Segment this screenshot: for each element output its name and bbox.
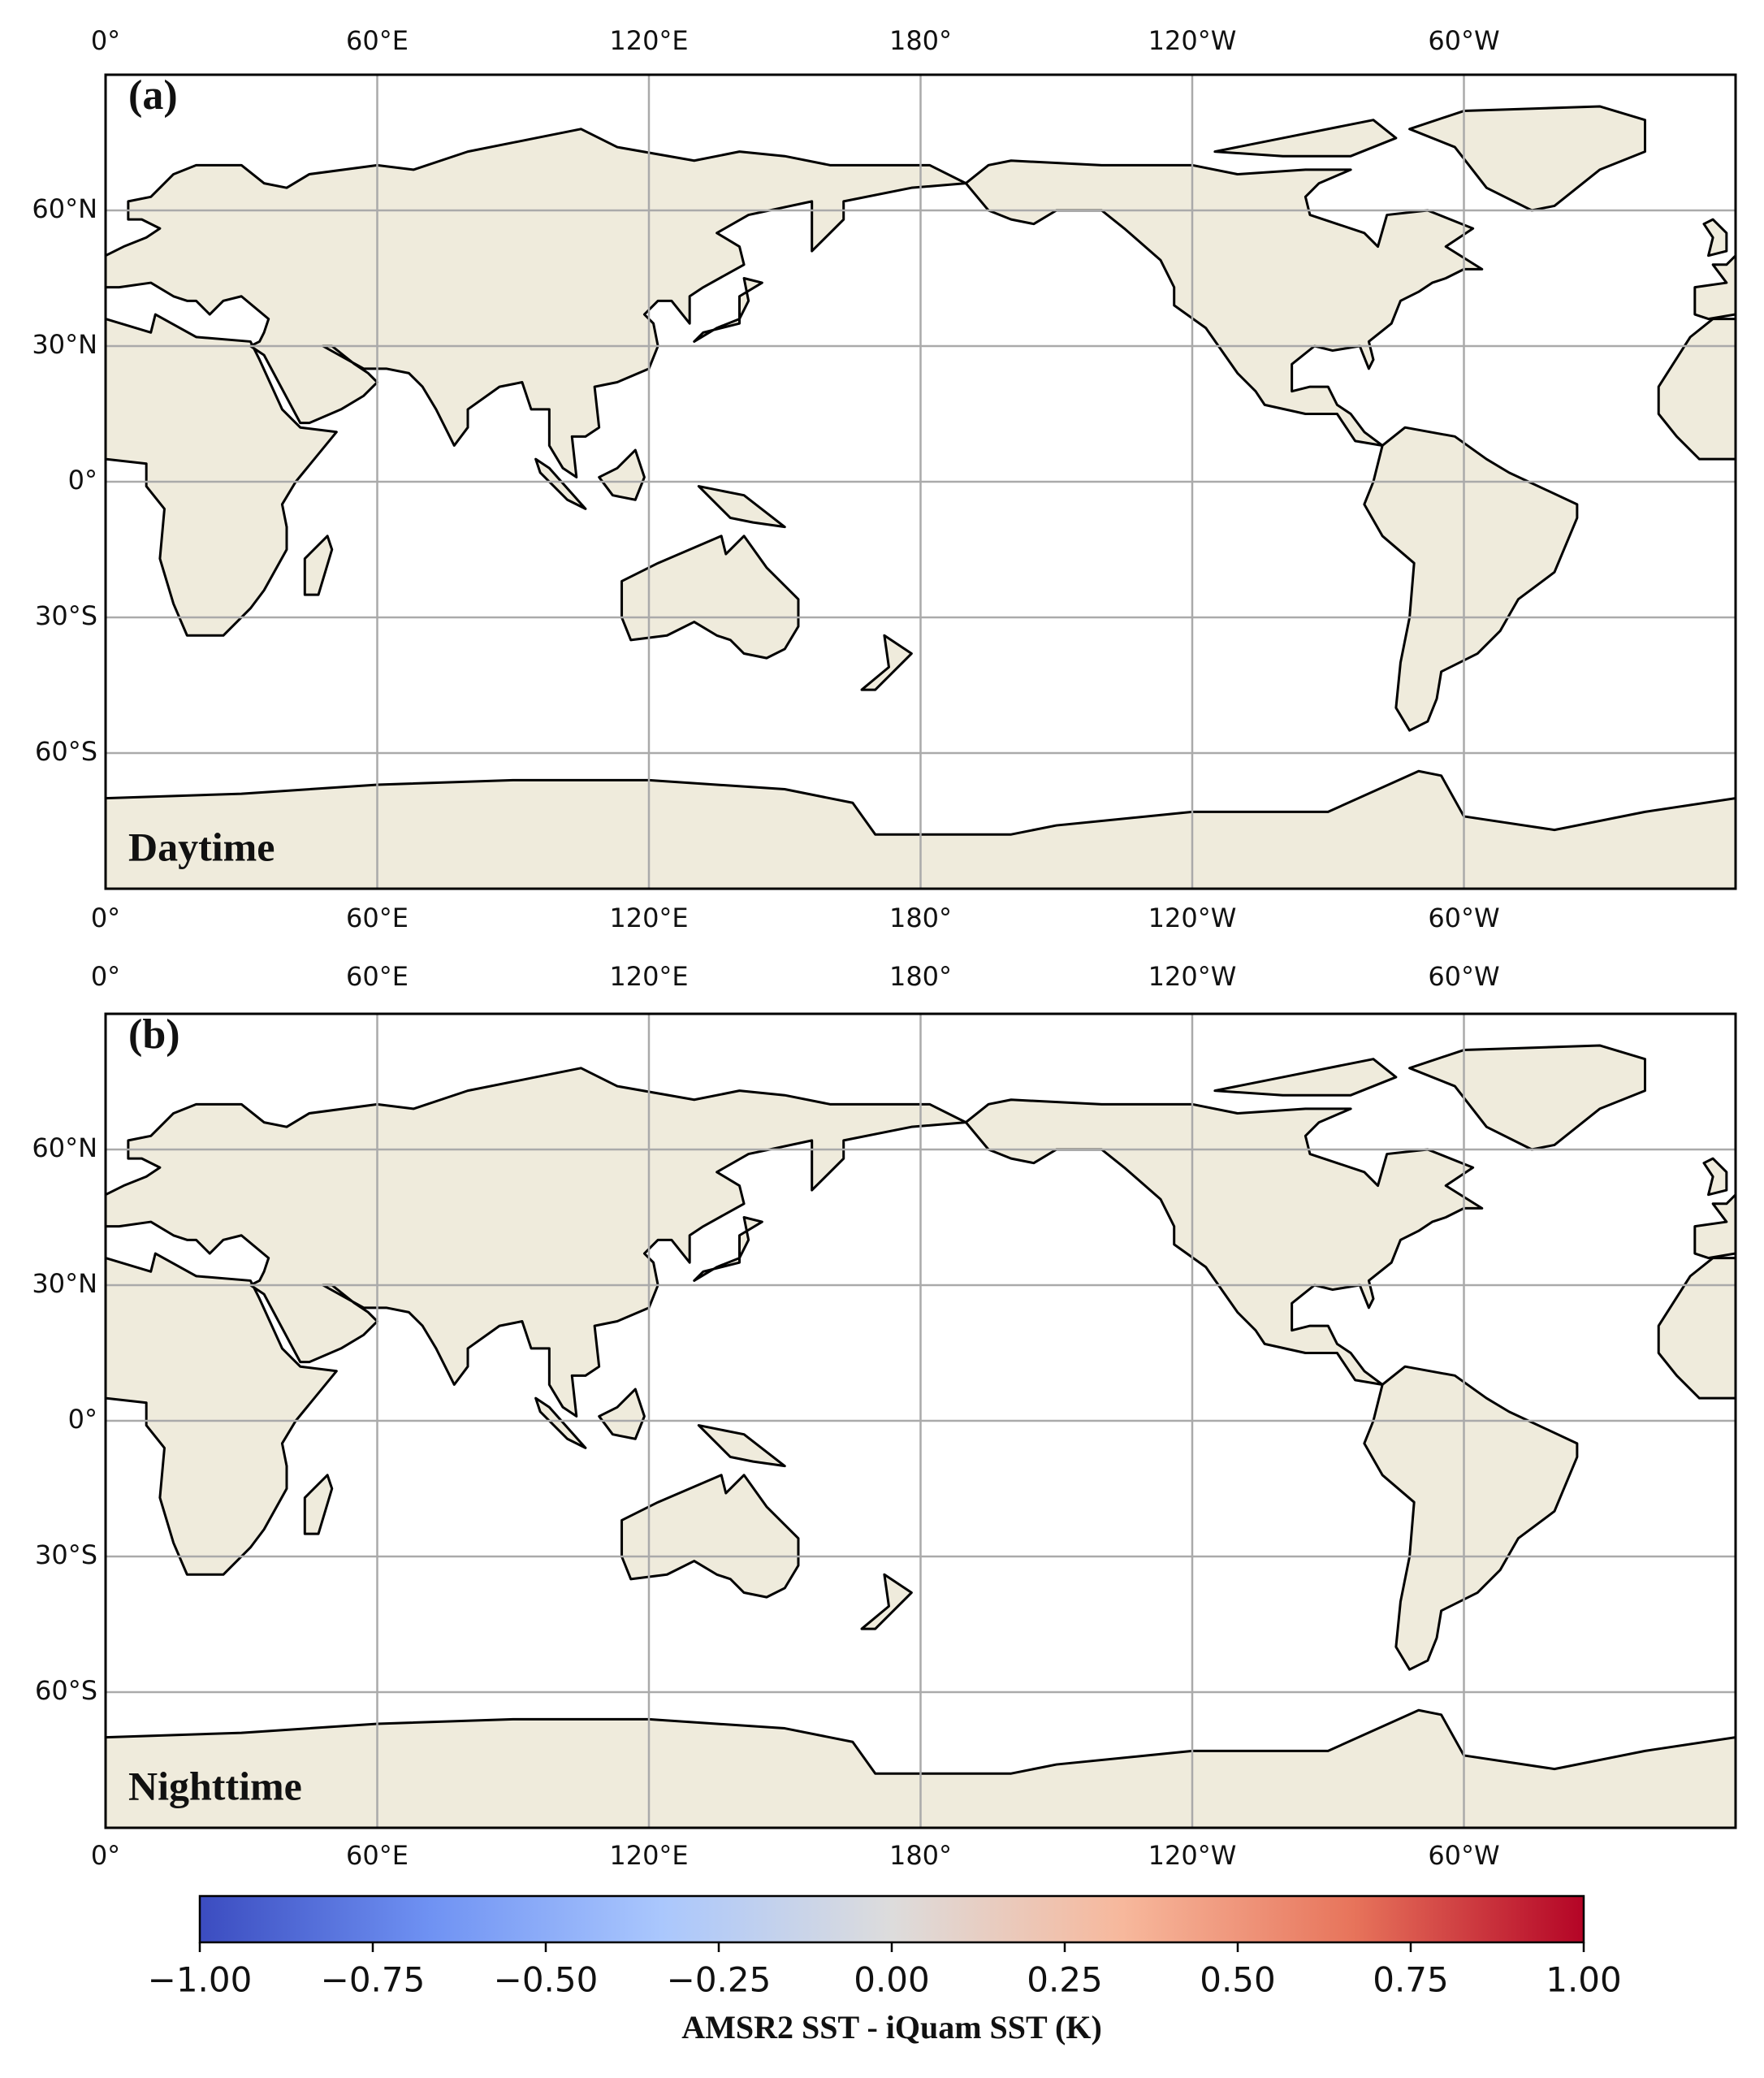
colorbar-tick-label: 0.50	[1200, 1960, 1276, 2000]
land	[697, 485, 786, 529]
colorbar-tick-label: −0.50	[494, 1960, 599, 2000]
land	[106, 1252, 338, 1576]
map-layer	[106, 75, 1736, 889]
lat-tick-label: 30°N	[32, 329, 97, 360]
land	[1693, 1193, 1736, 1260]
panel-label: (b)	[128, 1011, 180, 1058]
lon-tick-label: 60°E	[346, 961, 409, 992]
lon-tick-label: 0°	[91, 961, 120, 992]
panel-caption: Daytime	[128, 824, 275, 869]
lon-tick-label: 0°	[91, 25, 120, 56]
lon-tick-label: 0°	[91, 1840, 120, 1871]
colorbar-tick-label: 0.00	[854, 1960, 930, 2000]
land	[1408, 1044, 1646, 1151]
lon-tick-label: 120°W	[1148, 25, 1237, 56]
lat-tick-label: 0°	[68, 465, 97, 496]
lon-tick-label: 0°	[91, 903, 120, 933]
lat-tick-label: 60°N	[32, 193, 97, 224]
lon-tick-label: 60°E	[346, 25, 409, 56]
land	[1693, 254, 1736, 321]
lat-tick-label: 60°N	[32, 1132, 97, 1163]
lon-tick-label: 180°	[889, 25, 952, 56]
land	[1213, 119, 1398, 158]
land	[620, 535, 800, 660]
land	[1213, 1058, 1398, 1097]
lon-tick-label: 180°	[889, 903, 952, 933]
lat-tick-label: 30°S	[35, 1539, 97, 1570]
colorbar-label: AMSR2 SST - iQuam SST (K)	[681, 2009, 1102, 2046]
land	[964, 159, 1484, 447]
panel-label: (a)	[128, 72, 178, 119]
lon-tick-label: 120°W	[1148, 1840, 1237, 1871]
land	[598, 1387, 646, 1440]
lat-tick-label: 60°S	[35, 736, 97, 767]
land	[1702, 1157, 1728, 1197]
land	[1408, 105, 1646, 212]
lon-tick-label: 120°E	[609, 961, 688, 992]
colorbar-tick-label: 1.00	[1546, 1960, 1622, 2000]
panel-caption: Nighttime	[128, 1763, 302, 1808]
map-layer	[106, 1014, 1736, 1828]
land	[1657, 318, 1736, 461]
lon-tick-label: 60°E	[346, 903, 409, 933]
lon-tick-label: 120°E	[609, 903, 688, 933]
lon-tick-label: 180°	[889, 1840, 952, 1871]
map-frame	[104, 1012, 1737, 1829]
colorbar-tick-label: −0.25	[667, 1960, 772, 2000]
land	[598, 448, 646, 501]
lat-tick-label: 30°S	[35, 600, 97, 631]
lon-tick-label: 60°E	[346, 1840, 409, 1871]
colorbar-tick-label: 0.75	[1373, 1960, 1449, 2000]
colorbar-tick-label: −1.00	[148, 1960, 253, 2000]
lon-tick-label: 120°W	[1148, 961, 1237, 992]
lon-tick-label: 120°W	[1148, 903, 1237, 933]
land	[697, 1424, 786, 1468]
land	[860, 1573, 913, 1630]
land	[693, 1216, 763, 1282]
lon-tick-label: 120°E	[609, 25, 688, 56]
land	[303, 535, 334, 596]
lon-tick-label: 60°W	[1428, 1840, 1499, 1871]
land	[534, 1396, 587, 1449]
land	[1363, 426, 1579, 732]
lat-tick-label: 0°	[68, 1404, 97, 1435]
land	[106, 313, 338, 637]
colorbar	[198, 1894, 1585, 1944]
colorbar-tick-label: 0.25	[1027, 1960, 1103, 2000]
lon-tick-label: 60°W	[1428, 961, 1499, 992]
lon-tick-label: 60°W	[1428, 25, 1499, 56]
land	[1702, 218, 1728, 258]
land	[1657, 1257, 1736, 1400]
lon-tick-label: 60°W	[1428, 903, 1499, 933]
colorbar-tick-label: −0.75	[321, 1960, 426, 2000]
land	[303, 1474, 334, 1535]
lon-tick-label: 180°	[889, 961, 952, 992]
land	[964, 1098, 1484, 1386]
land	[1363, 1365, 1579, 1671]
land	[534, 457, 587, 510]
lat-tick-label: 60°S	[35, 1675, 97, 1706]
land	[860, 634, 913, 691]
lon-tick-label: 120°E	[609, 1840, 688, 1871]
map-frame	[104, 73, 1737, 890]
land	[620, 1474, 800, 1599]
land	[693, 277, 763, 343]
lat-tick-label: 30°N	[32, 1268, 97, 1299]
